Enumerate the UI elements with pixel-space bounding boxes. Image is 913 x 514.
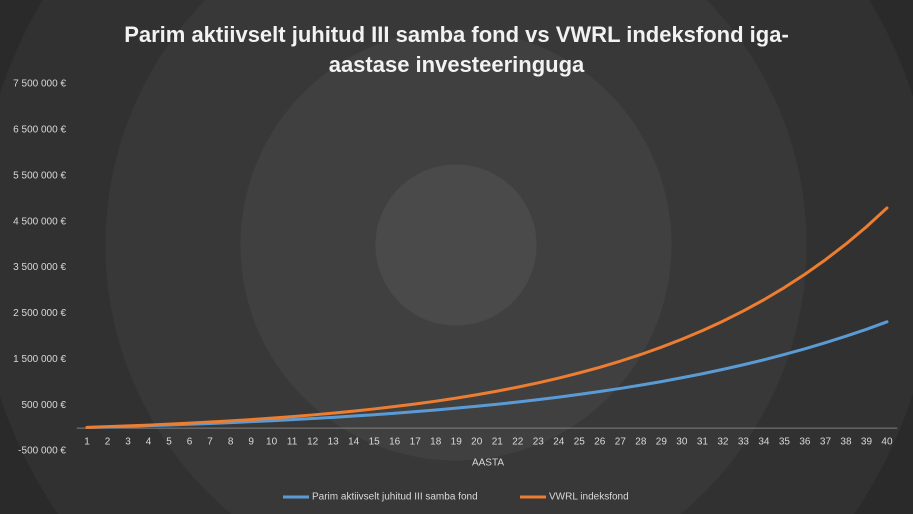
x-tick-label: 7 (207, 437, 213, 448)
x-tick-label: 20 (471, 437, 483, 448)
y-tick-label: 7 500 000 € (13, 79, 66, 90)
x-tick-label: 13 (328, 437, 340, 448)
x-tick-label: 21 (492, 437, 504, 448)
x-tick-label: 24 (553, 437, 565, 448)
x-tick-label: 22 (512, 437, 524, 448)
x-tick-label: 2 (105, 437, 111, 448)
legend-label: Parim aktiivselt juhitud III samba fond (312, 492, 478, 503)
x-tick-label: 33 (738, 437, 750, 448)
x-tick-label: 11 (287, 437, 298, 448)
chart-title: Parim aktiivselt juhitud III samba fond … (124, 22, 789, 77)
x-tick-label: 32 (717, 437, 729, 448)
x-tick-label: 12 (307, 437, 319, 448)
x-tick-label: 37 (820, 437, 832, 448)
x-tick-label: 27 (615, 437, 627, 448)
x-tick-label: 10 (266, 437, 278, 448)
x-tick-label: 35 (779, 437, 791, 448)
x-tick-label: 38 (840, 437, 852, 448)
x-tick-label: 34 (758, 437, 770, 448)
x-tick-label: 1 (84, 437, 90, 448)
y-tick-label: 500 000 € (22, 400, 67, 411)
series-line (85, 206, 889, 429)
x-tick-label: 4 (146, 437, 152, 448)
series-line (85, 320, 889, 430)
x-axis-label: AASTA (472, 458, 504, 469)
x-tick-label: 3 (125, 437, 131, 448)
x-tick-label: 19 (451, 437, 463, 448)
x-tick-label: 23 (533, 437, 545, 448)
x-tick-label: 30 (676, 437, 688, 448)
x-tick-label: 29 (656, 437, 668, 448)
x-tick-label: 25 (574, 437, 586, 448)
x-tick-label: 6 (187, 437, 193, 448)
x-tick-label: 5 (166, 437, 172, 448)
x-tick-label: 9 (248, 437, 254, 448)
y-tick-label: 6 500 000 € (13, 125, 66, 136)
x-tick-label: 31 (697, 437, 709, 448)
y-tick-label: -500 000 € (18, 446, 66, 457)
x-tick-label: 26 (594, 437, 606, 448)
x-tick-label: 14 (348, 437, 360, 448)
x-tick-label: 15 (369, 437, 381, 448)
x-tick-label: 28 (635, 437, 647, 448)
x-tick-label: 17 (410, 437, 422, 448)
x-tick-label: 39 (861, 437, 873, 448)
x-tick-label: 8 (228, 437, 234, 448)
x-tick-label: 36 (799, 437, 811, 448)
y-tick-label: 1 500 000 € (13, 354, 66, 365)
x-tick-label: 18 (430, 437, 442, 448)
y-tick-label: 3 500 000 € (13, 262, 66, 273)
x-tick-label: 40 (881, 437, 893, 448)
legend-label: VWRL indeksfond (549, 492, 629, 503)
y-tick-label: 2 500 000 € (13, 308, 66, 319)
y-tick-label: 5 500 000 € (13, 170, 66, 181)
y-tick-label: 4 500 000 € (13, 216, 66, 227)
x-tick-label: 16 (389, 437, 401, 448)
